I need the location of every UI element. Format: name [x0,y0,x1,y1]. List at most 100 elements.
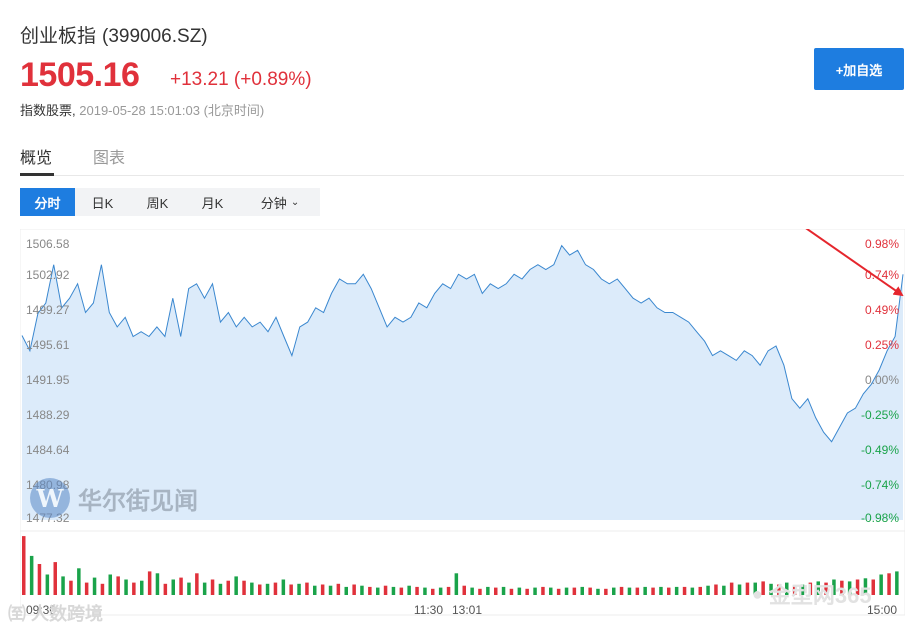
volume-bar [368,586,372,595]
volume-bar [580,586,584,595]
volume-bar [171,579,175,595]
volume-bar [108,574,112,595]
period-weekly-k[interactable]: 周K [130,188,185,216]
volume-bar [336,583,341,595]
stock-kind: 指数股票, [20,103,76,118]
period-weekly-k-label: 周K [146,195,169,211]
chart-frame [20,229,905,616]
volume-bar [753,582,757,595]
volume-bar [494,587,498,595]
volume-bar [627,587,632,595]
volume-bar [643,586,647,595]
volume-bar [761,581,765,595]
y-tick-label-left: 1491.95 [26,373,70,387]
volume-bar [800,584,805,595]
volume-bar [376,587,380,595]
volume-bar [155,573,160,595]
y-tick-label-right: -0.25% [861,408,899,422]
volume-bar [847,581,852,595]
y-tick-label-right: 0.00% [865,373,899,387]
volume-bar [635,587,640,595]
volume-bar [808,582,813,595]
x-axis-labels: 09:30 11:30 13:01 15:00 [26,603,897,617]
volume-bar [604,588,608,595]
x-tick-label: 09:30 [26,603,56,617]
period-monthly-k-label: 月K [201,195,224,211]
volume-bar [659,586,663,595]
volume-bar [777,584,781,595]
volume-bar [470,587,474,595]
volume-bar [187,582,191,595]
y-tick-label-left: 1506.58 [26,237,70,251]
y-tick-label-right: -0.98% [861,511,899,525]
volume-bar [100,583,105,595]
brand-watermark: W 华尔街见闻 [30,478,198,518]
volume-bar [391,586,396,595]
main-tabs: 概览 图表 [20,142,904,176]
volume-bar [769,583,773,595]
volume-bar [77,568,81,595]
volume-bar [438,587,443,595]
volume-bar [682,586,687,595]
volume-bar [45,574,50,595]
volume-bar [871,579,875,595]
volume-bar [179,577,183,595]
volume-bar [265,583,270,595]
y-tick-label-right: 0.98% [865,237,899,251]
volume-bar [320,584,325,595]
y-tick-label-right: 0.49% [865,303,899,317]
volume-bar [281,579,286,595]
volume-bar [84,582,89,595]
volume-bar [140,580,144,595]
volume-bar [69,580,73,595]
volume-bar [486,586,490,595]
tab-charts[interactable]: 图表 [93,150,126,167]
volume-bar [462,585,466,595]
intraday-chart[interactable]: 1506.58 1502.92 1499.27 1495.61 1491.95 1488.… [20,229,905,624]
volume-bar [431,588,435,595]
y-tick-label-right: 0.25% [865,338,899,352]
volume-bar [887,573,891,595]
volume-bar [722,585,726,595]
period-minute-label: 分钟 [260,195,287,211]
volume-bar [328,585,333,595]
active-tab-indicator [20,173,54,176]
period-intraday-label: 分时 [34,195,61,211]
volume-bar [195,573,199,595]
volume-bar [501,586,506,595]
y-tick-label-right: 0.74% [865,268,899,282]
stock-code: (399006.SZ) [102,26,208,47]
volume-bar [218,583,223,595]
wallstreetcn-logo-icon: W [30,478,70,518]
y-tick-label-right: -0.49% [861,443,899,457]
volume-bar [124,579,128,595]
period-daily-k-label: 日K [91,195,114,211]
volume-bar [53,562,57,595]
period-monthly-k[interactable]: 月K [185,188,240,216]
add-watchlist-button[interactable]: +加自选 [814,48,904,90]
period-daily-k[interactable]: 日K [75,188,130,216]
volume-bar [619,586,624,595]
volume-bar [541,586,545,595]
volume-bar [242,580,246,595]
y-tick-label-left: 1495.61 [26,338,70,352]
brand-watermark-text: 华尔街见闻 [78,485,198,515]
stock-price: 1505.16 [20,56,140,94]
volume-bar [61,576,65,595]
footer-watermark-right: ● 金型网365 [752,578,872,610]
volume-bar [399,587,404,595]
volume-bar [210,579,215,595]
tab-overview[interactable]: 概览 [20,150,53,167]
price-change: +13.21 (+0.89%) [170,69,312,90]
volume-bar [667,587,671,595]
stock-meta: 指数股票, 2019-05-28 15:01:03 (北京时间) [20,100,264,119]
volume-bar [305,582,309,595]
period-minute-dropdown[interactable]: 分钟 ⌄ [240,188,320,216]
volume-bar [163,583,168,595]
period-intraday[interactable]: 分时 [20,188,75,216]
volume-bar [407,585,411,595]
x-tick-label: 15:00 [867,603,897,617]
timestamp: 2019-05-28 15:01:03 (北京时间) [79,103,265,118]
volume-bar [651,587,655,595]
footer-watermark-right-text: 金型网365 [768,583,872,608]
